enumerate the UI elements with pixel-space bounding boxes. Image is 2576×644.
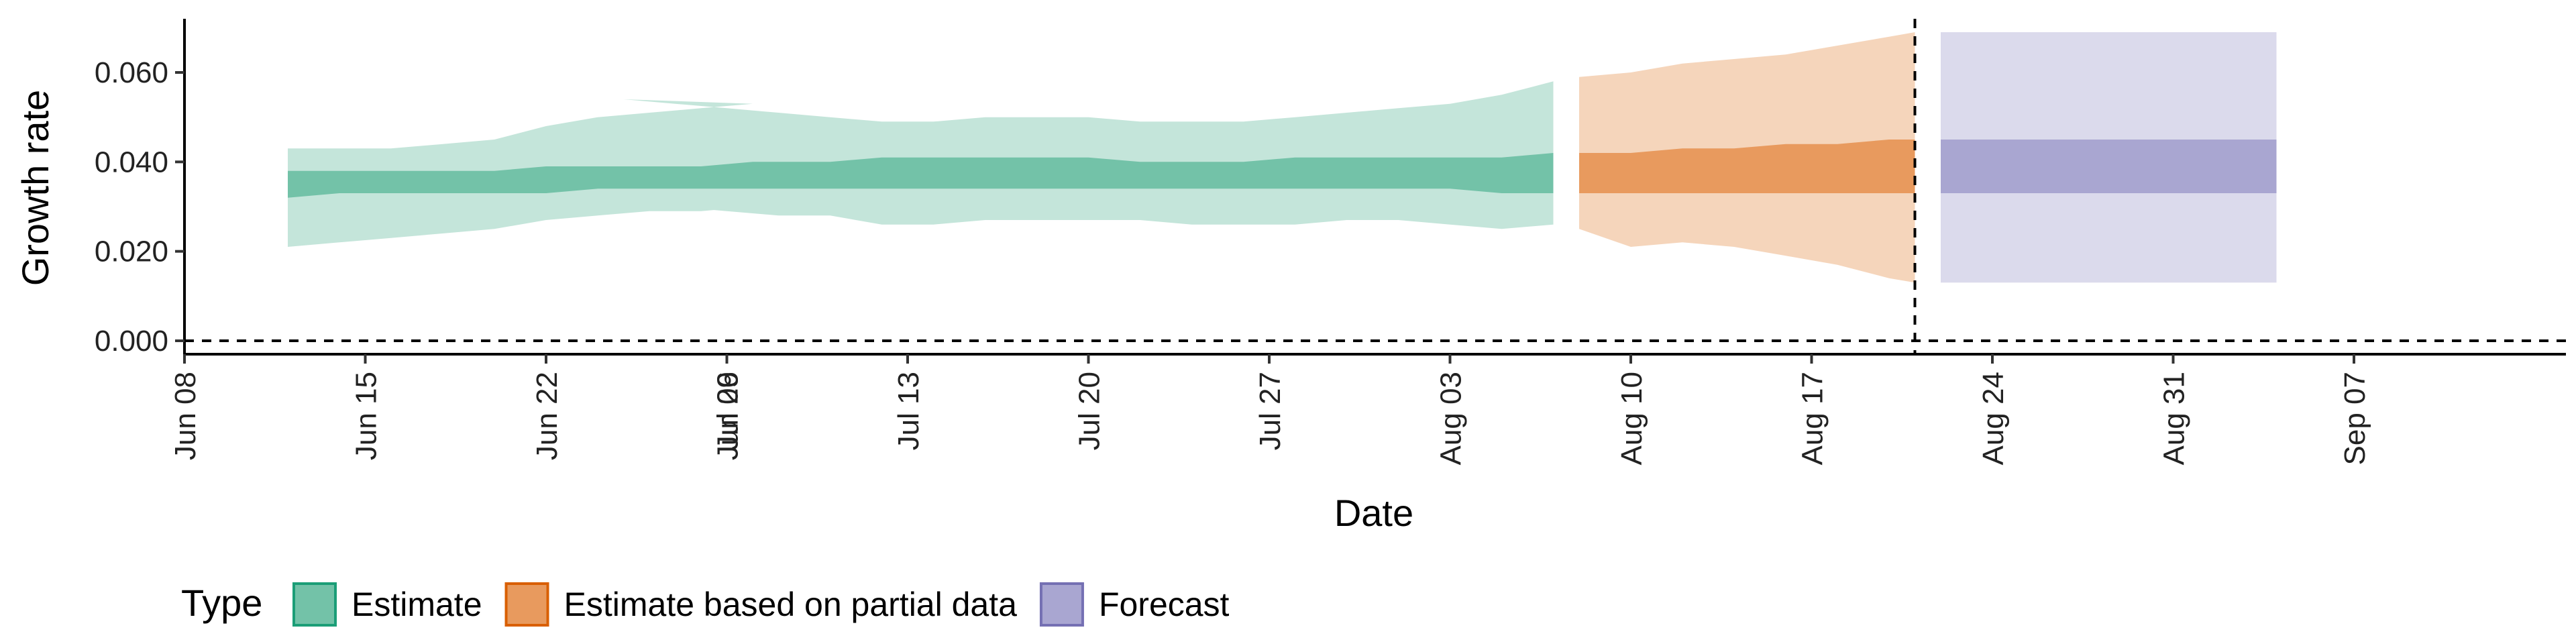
y-axis-ticks: 0.000 0.020 0.040 0.060	[95, 56, 184, 358]
x-tick-label: Jun 08	[169, 372, 202, 460]
legend-title: Type	[181, 582, 262, 624]
y-tick-label: 0.000	[95, 325, 168, 358]
x-tick-label: Aug 31	[2158, 372, 2191, 465]
reference-lines	[184, 19, 2566, 354]
x-axis-title: Date	[1334, 492, 1413, 534]
y-tick-label: 0.060	[95, 56, 168, 89]
legend-label: Estimate	[352, 586, 482, 623]
x-tick-label: Jul 20	[1073, 372, 1106, 450]
x-tick-label: Aug 10	[1615, 372, 1648, 465]
legend-key	[1039, 582, 1084, 627]
estimate-based-on-partial-data-inner-interval	[1579, 140, 1915, 193]
legend: Type Estimate Estimate based on partial d…	[181, 582, 1230, 627]
legend-key	[292, 582, 337, 627]
x-tick-label: Jun 29	[712, 372, 745, 460]
x-tick-label: Jul 13	[892, 372, 925, 450]
x-tick-label: Aug 17	[1796, 372, 1829, 465]
forecast-inner-interval	[1941, 140, 2277, 193]
x-tick-label: Jun 15	[350, 372, 383, 460]
y-axis-title: Growth rate	[14, 90, 56, 286]
x-tick-label: Jul 27	[1254, 372, 1287, 450]
x-tick-label: Aug 03	[1435, 372, 1468, 465]
legend-label: Forecast	[1099, 586, 1230, 623]
y-tick-label: 0.040	[95, 146, 168, 178]
y-tick-label: 0.020	[95, 235, 168, 268]
x-tick-label: Jul 06	[712, 372, 745, 450]
x-tick-label: Sep 07	[2339, 372, 2371, 465]
axes	[183, 19, 2566, 356]
x-tick-label: Aug 24	[1977, 372, 2010, 465]
plot-bands	[288, 32, 2277, 283]
estimate-inner-interval	[288, 153, 1554, 198]
legend-label: Estimate based on partial data	[564, 586, 1018, 623]
x-tick-label: Jun 22	[531, 372, 564, 460]
legend-key	[504, 582, 549, 627]
